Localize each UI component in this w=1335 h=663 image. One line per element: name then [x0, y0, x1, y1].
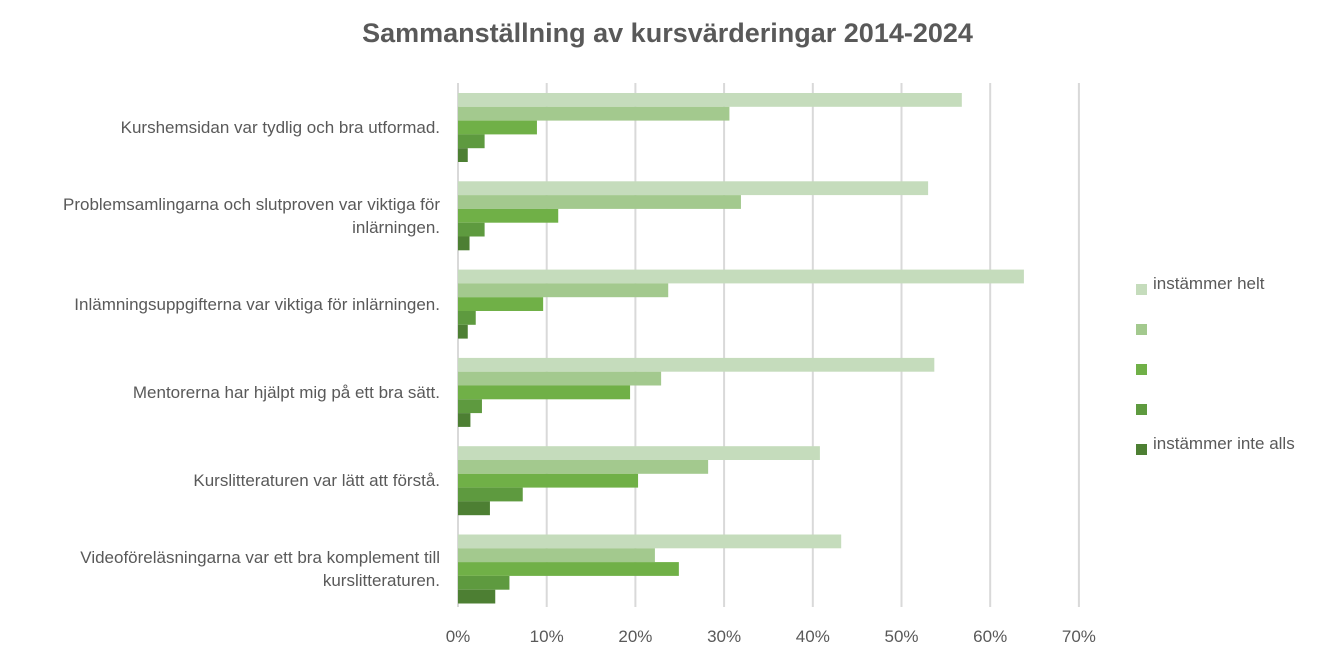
x-tick-label: 20%	[618, 627, 653, 646]
legend-swatch	[1136, 444, 1147, 455]
bar-cat1-series3	[458, 222, 485, 237]
bar-cat2-series4	[458, 324, 468, 339]
bar-cat0-series0	[458, 93, 962, 107]
category-label: Videoföreläsningarna var ett bra komplem…	[80, 548, 440, 590]
bar-cat3-series2	[458, 385, 631, 400]
x-tick-label: 30%	[707, 627, 742, 646]
bar-cat5-series1	[458, 548, 655, 563]
bar-cat0-series3	[458, 134, 485, 149]
bar-cat4-series0	[458, 446, 820, 460]
x-tick-label: 40%	[795, 627, 830, 646]
bar-cat5-series3	[458, 575, 510, 590]
bar-cat0-series4	[458, 148, 468, 162]
x-tick-label: 60%	[973, 627, 1008, 646]
category-label: Mentorerna har hjälpt mig på ett bra sät…	[132, 382, 440, 402]
bar-cat3-series3	[458, 399, 482, 414]
bar-cat1-series0	[458, 181, 929, 196]
x-tick-label: 10%	[529, 627, 564, 646]
bar-cat5-series0	[458, 534, 842, 549]
category-label: Problemsamlingarna och slutproven var vi…	[62, 194, 440, 237]
bar-cat1-series4	[458, 236, 470, 251]
category-label: Kurslitteraturen var lätt att förstå.	[193, 471, 440, 491]
category-label: Inlämningsuppgifterna var viktiga för in…	[74, 294, 440, 314]
bar-cat3-series1	[458, 371, 662, 386]
bar-cat3-series4	[458, 413, 471, 427]
bar-cat2-series1	[458, 283, 669, 298]
x-tick-label: 0%	[445, 627, 471, 646]
bar-cat1-series1	[458, 195, 741, 209]
legend-swatch	[1136, 324, 1147, 335]
bar-cat0-series2	[458, 120, 537, 135]
x-tick-label: 70%	[1061, 627, 1096, 646]
legend-swatch	[1136, 404, 1147, 415]
legend-label: instämmer inte alls	[1153, 434, 1295, 453]
bar-cat4-series3	[458, 487, 523, 502]
legend-label: instämmer helt	[1153, 274, 1265, 293]
bar-cat5-series4	[458, 589, 496, 604]
bar-cat0-series1	[458, 106, 730, 121]
bar-cat2-series2	[458, 297, 544, 311]
bar-cat1-series2	[458, 208, 559, 223]
bar-cat2-series3	[458, 311, 476, 325]
legend-swatch	[1136, 364, 1147, 375]
bar-cat2-series0	[458, 269, 1024, 284]
chart-title: Sammanställning av kursvärderingar 2014-…	[362, 18, 973, 48]
legend-swatch	[1136, 284, 1147, 295]
bar-cat4-series2	[458, 473, 639, 488]
bar-cat3-series0	[458, 357, 935, 372]
x-tick-label: 50%	[884, 627, 919, 646]
category-label: Kurshemsidan var tydlig och bra utformad…	[120, 118, 440, 137]
bar-cat5-series2	[458, 562, 679, 576]
bar-cat4-series1	[458, 460, 709, 474]
bar-cat4-series4	[458, 501, 490, 516]
